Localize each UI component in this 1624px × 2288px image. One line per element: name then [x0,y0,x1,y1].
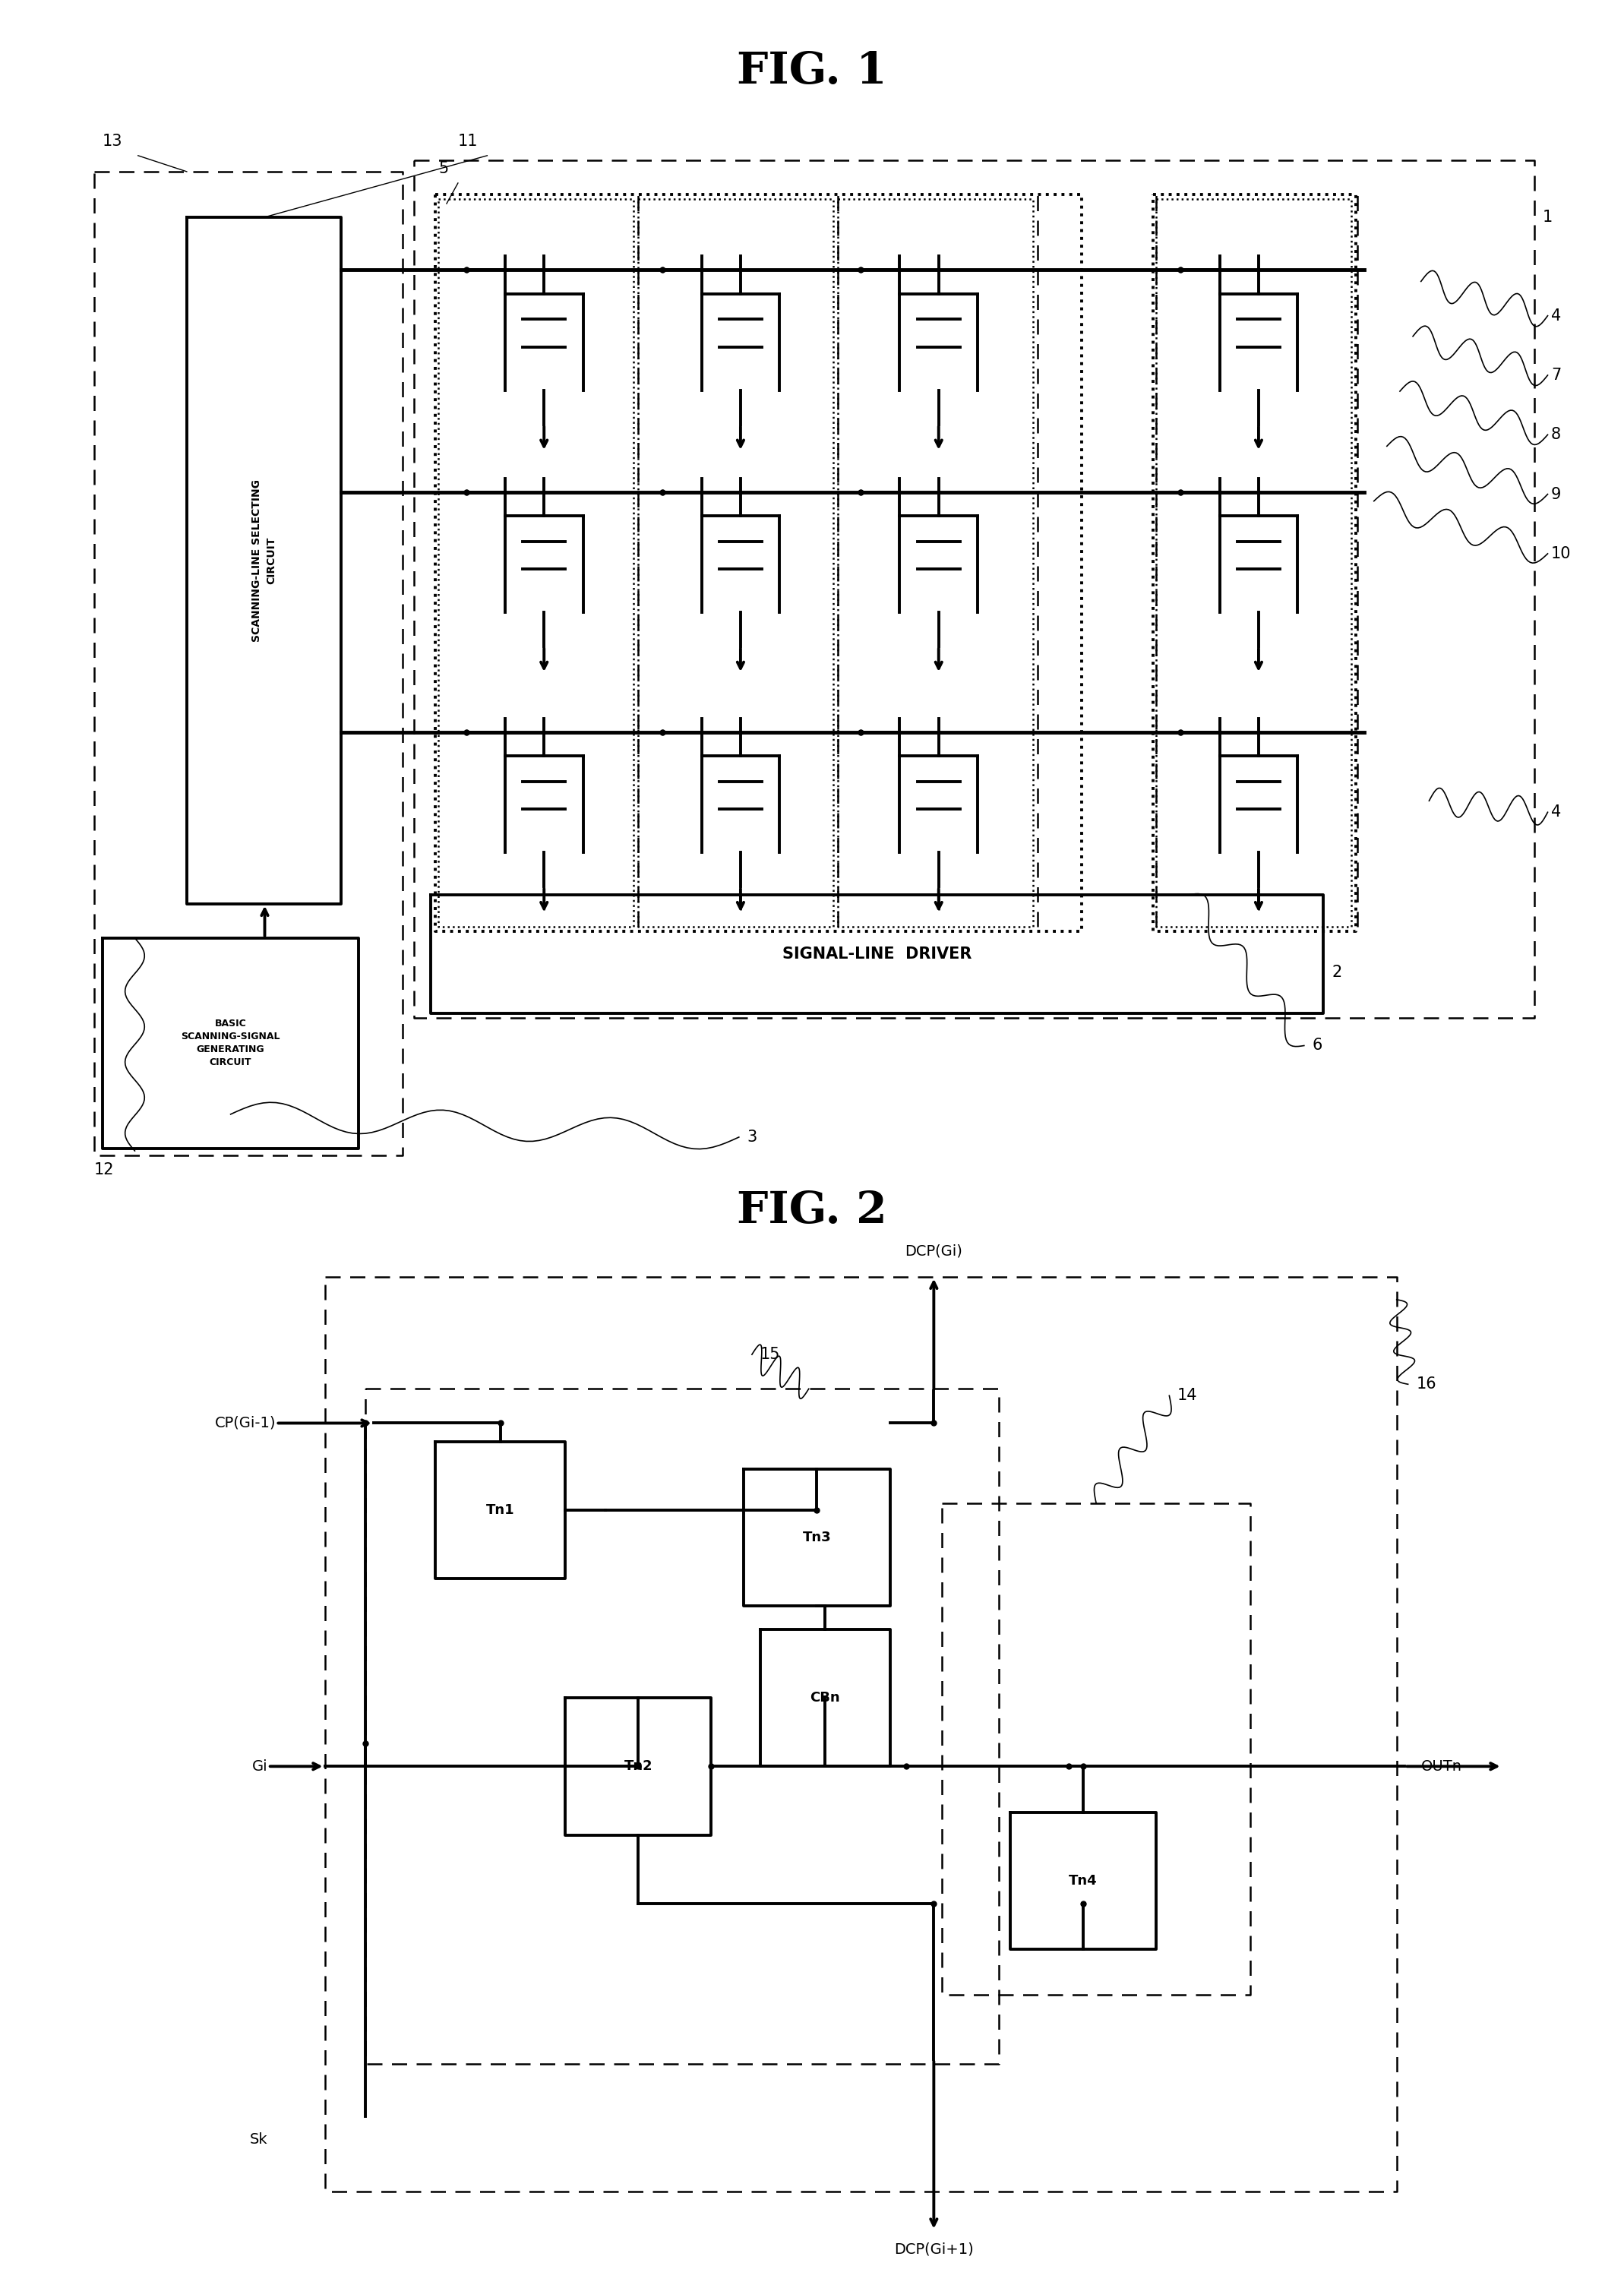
Text: Gi: Gi [252,1759,268,1773]
Text: BASIC
SCANNING-SIGNAL
GENERATING
CIRCUIT: BASIC SCANNING-SIGNAL GENERATING CIRCUIT [180,1018,281,1068]
Text: 15: 15 [760,1348,780,1361]
Text: FIG. 2: FIG. 2 [737,1190,887,1233]
Text: 6: 6 [1312,1039,1322,1052]
Text: 1: 1 [1543,210,1553,224]
Text: DCP(Gi): DCP(Gi) [905,1245,963,1258]
Text: DCP(Gi+1): DCP(Gi+1) [895,2242,973,2256]
Text: Tn1: Tn1 [486,1503,515,1517]
Text: 2: 2 [1332,966,1341,979]
Text: SCANNING-LINE SELECTING
CIRCUIT: SCANNING-LINE SELECTING CIRCUIT [252,478,276,643]
Text: 10: 10 [1551,547,1570,561]
Text: CBn: CBn [810,1691,840,1705]
Text: 12: 12 [94,1162,114,1178]
Text: 4: 4 [1551,309,1561,323]
Text: OUTn: OUTn [1421,1759,1462,1773]
Text: 14: 14 [1177,1389,1197,1403]
Text: FIG. 1: FIG. 1 [737,50,887,94]
Text: 5: 5 [438,160,448,176]
Text: 3: 3 [747,1130,757,1144]
Text: Tn4: Tn4 [1069,1874,1098,1888]
Text: 16: 16 [1416,1377,1436,1391]
Text: 13: 13 [102,133,122,149]
Text: 8: 8 [1551,428,1561,442]
Text: 11: 11 [458,133,477,149]
Text: CP(Gi-1): CP(Gi-1) [214,1416,276,1430]
Text: Tn2: Tn2 [624,1759,653,1773]
Text: Sk: Sk [250,2132,268,2146]
Text: 9: 9 [1551,487,1561,501]
Text: 7: 7 [1551,368,1561,382]
Text: Tn3: Tn3 [802,1531,831,1544]
Text: 4: 4 [1551,805,1561,819]
Text: SIGNAL-LINE  DRIVER: SIGNAL-LINE DRIVER [783,947,971,961]
